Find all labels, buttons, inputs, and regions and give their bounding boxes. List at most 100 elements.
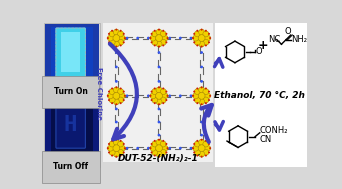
- Circle shape: [205, 155, 207, 156]
- Circle shape: [115, 134, 118, 136]
- Circle shape: [108, 91, 110, 93]
- Circle shape: [208, 143, 210, 145]
- Circle shape: [150, 35, 156, 41]
- Circle shape: [111, 140, 113, 142]
- Circle shape: [156, 139, 162, 145]
- Circle shape: [162, 102, 164, 104]
- Text: Free Chlorine: Free Chlorine: [95, 67, 102, 120]
- Circle shape: [203, 39, 209, 45]
- Circle shape: [199, 29, 205, 35]
- Circle shape: [119, 93, 125, 99]
- Text: CONH₂: CONH₂: [260, 126, 288, 135]
- Circle shape: [168, 147, 171, 149]
- Circle shape: [152, 149, 158, 155]
- Circle shape: [150, 41, 153, 43]
- Circle shape: [179, 37, 182, 40]
- Circle shape: [179, 94, 182, 97]
- Circle shape: [208, 41, 210, 43]
- Circle shape: [167, 37, 169, 39]
- Circle shape: [194, 149, 200, 155]
- Circle shape: [200, 80, 203, 83]
- Circle shape: [158, 134, 160, 136]
- Circle shape: [192, 147, 194, 149]
- Circle shape: [120, 102, 122, 104]
- FancyBboxPatch shape: [56, 102, 86, 148]
- Circle shape: [198, 35, 205, 41]
- Circle shape: [166, 33, 167, 35]
- Circle shape: [194, 39, 200, 45]
- Circle shape: [158, 29, 160, 31]
- Circle shape: [113, 35, 120, 41]
- FancyArrowPatch shape: [214, 59, 223, 67]
- Circle shape: [154, 102, 156, 104]
- FancyArrowPatch shape: [110, 44, 137, 139]
- Circle shape: [179, 147, 182, 149]
- Circle shape: [109, 89, 115, 95]
- Circle shape: [154, 30, 156, 32]
- Circle shape: [168, 37, 171, 40]
- Circle shape: [189, 94, 192, 97]
- Circle shape: [108, 99, 110, 101]
- Text: O: O: [256, 47, 263, 57]
- Circle shape: [152, 31, 158, 37]
- Circle shape: [162, 30, 164, 32]
- Circle shape: [156, 41, 162, 47]
- Circle shape: [123, 151, 125, 153]
- Circle shape: [208, 99, 210, 101]
- Circle shape: [192, 95, 194, 97]
- Circle shape: [113, 145, 120, 152]
- Circle shape: [203, 31, 209, 37]
- Circle shape: [166, 143, 167, 145]
- Circle shape: [107, 145, 114, 151]
- Circle shape: [196, 155, 198, 156]
- Circle shape: [113, 92, 120, 99]
- Circle shape: [126, 94, 129, 97]
- Circle shape: [107, 95, 109, 97]
- Circle shape: [193, 151, 195, 153]
- Circle shape: [158, 80, 160, 83]
- Circle shape: [154, 155, 156, 156]
- Text: CN: CN: [260, 135, 272, 144]
- Circle shape: [205, 140, 207, 142]
- Circle shape: [166, 99, 167, 101]
- Circle shape: [111, 44, 113, 46]
- Circle shape: [123, 33, 125, 35]
- Circle shape: [108, 143, 110, 145]
- Circle shape: [156, 99, 162, 105]
- Circle shape: [119, 35, 125, 41]
- Circle shape: [158, 51, 160, 54]
- Circle shape: [200, 108, 203, 110]
- Circle shape: [114, 29, 119, 35]
- Circle shape: [150, 91, 153, 93]
- Circle shape: [109, 39, 115, 45]
- Circle shape: [193, 41, 195, 43]
- Circle shape: [160, 97, 166, 103]
- Circle shape: [115, 121, 118, 123]
- Circle shape: [160, 149, 166, 155]
- Circle shape: [201, 29, 203, 31]
- Circle shape: [166, 41, 167, 43]
- Circle shape: [115, 156, 117, 158]
- FancyBboxPatch shape: [51, 100, 93, 154]
- Circle shape: [196, 44, 198, 46]
- Circle shape: [111, 88, 113, 90]
- Circle shape: [160, 89, 166, 95]
- Circle shape: [150, 33, 153, 35]
- FancyBboxPatch shape: [56, 28, 86, 77]
- Text: DUT-52-(NH₂)₂-1′: DUT-52-(NH₂)₂-1′: [117, 154, 200, 163]
- Circle shape: [199, 41, 205, 47]
- Circle shape: [123, 143, 125, 145]
- FancyBboxPatch shape: [51, 26, 93, 81]
- Circle shape: [193, 35, 199, 41]
- Circle shape: [150, 93, 156, 99]
- Circle shape: [209, 147, 211, 149]
- Circle shape: [114, 151, 119, 157]
- Circle shape: [205, 93, 211, 99]
- Circle shape: [115, 80, 118, 83]
- Circle shape: [115, 29, 117, 31]
- Circle shape: [166, 151, 167, 153]
- Circle shape: [154, 44, 156, 46]
- FancyBboxPatch shape: [61, 32, 80, 72]
- FancyArrowPatch shape: [215, 122, 223, 130]
- Circle shape: [149, 147, 152, 149]
